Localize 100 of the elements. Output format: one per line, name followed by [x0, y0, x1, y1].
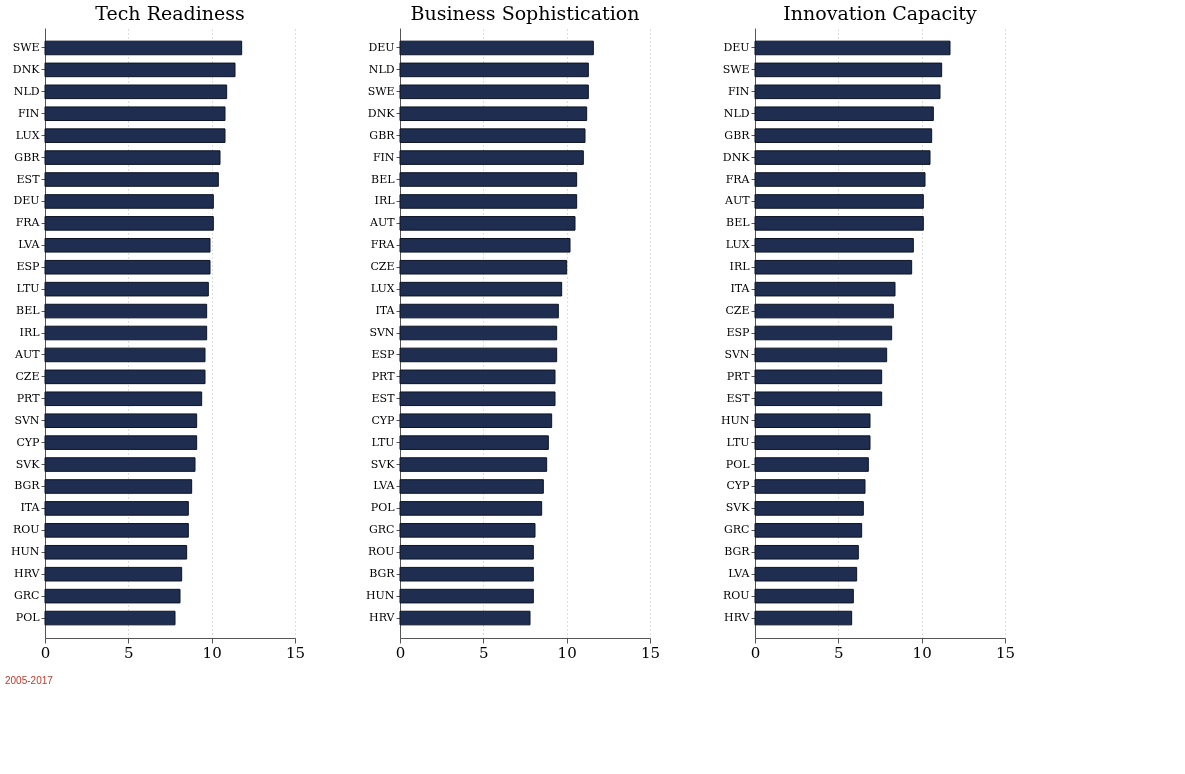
bar [754, 369, 883, 385]
bar [399, 501, 543, 516]
y-tick-label: EST [16, 172, 41, 186]
bar [754, 391, 883, 407]
bar [754, 128, 933, 143]
bar [399, 62, 589, 78]
y-tick-label: AUT [13, 347, 41, 361]
y-tick-label: CZE [370, 260, 395, 274]
y-tick-label: LVA [18, 238, 41, 252]
y-tick-label: LTU [726, 435, 750, 449]
y-tick-label: DEU [368, 40, 395, 54]
y-tick-label: ESP [16, 260, 41, 274]
bar [399, 610, 531, 626]
y-tick-label: FRA [15, 216, 41, 230]
bar [754, 325, 893, 341]
x-tick-label: 0 [750, 643, 761, 662]
y-tick-label: HUN [11, 545, 40, 559]
bar [754, 281, 896, 297]
bar [44, 84, 228, 100]
bar [754, 216, 924, 231]
bar [399, 523, 536, 538]
y-tick-label: ITA [730, 282, 751, 296]
x-tick-label: 0 [395, 643, 406, 662]
bar [44, 544, 188, 560]
y-tick-label: FIN [17, 106, 40, 120]
bar [399, 413, 553, 428]
bar [399, 194, 578, 209]
bar [44, 281, 209, 297]
x-tick-label: 10 [202, 643, 222, 662]
y-tick-label: HRV [724, 611, 751, 625]
bar [399, 128, 586, 143]
bar [44, 347, 206, 363]
y-tick-label: BGR [14, 479, 41, 493]
bar [754, 413, 871, 428]
bar [754, 106, 934, 122]
chart-title: Innovation Capacity [783, 2, 977, 24]
x-tick-label: 15 [995, 643, 1016, 662]
x-tick-label: 5 [124, 643, 134, 662]
x-tick-label: 5 [834, 643, 844, 662]
y-tick-label: LVA [728, 567, 751, 581]
chart-title: Business Sophistication [410, 2, 640, 24]
bar [44, 194, 214, 209]
y-tick-label: SWE [367, 84, 395, 98]
bar [44, 150, 221, 165]
y-tick-label: HRV [14, 567, 41, 581]
y-tick-label: HUN [366, 589, 395, 603]
bar [399, 369, 556, 385]
y-tick-label: SVK [370, 457, 396, 471]
y-tick-label: ITA [20, 501, 41, 515]
bar [399, 435, 549, 450]
bar [44, 610, 176, 626]
y-tick-label: DEU [723, 40, 750, 54]
y-tick-label: SVN [14, 413, 40, 427]
y-tick-label: NLD [723, 106, 750, 120]
y-tick-label: SVK [15, 457, 41, 471]
bar [399, 544, 534, 560]
y-tick-label: SWE [12, 40, 40, 54]
y-tick-label: GRC [724, 523, 750, 537]
y-tick-label: IRL [374, 194, 396, 208]
y-tick-label: LTU [371, 435, 395, 449]
bar [399, 391, 556, 407]
bar [754, 194, 924, 209]
bar [754, 347, 888, 363]
y-tick-label: CYP [16, 435, 41, 449]
y-tick-label: LTU [16, 282, 40, 296]
y-tick-label: IRL [729, 260, 751, 274]
bar [399, 457, 548, 472]
y-tick-label: AUT [723, 194, 751, 208]
y-tick-label: POL [370, 501, 396, 515]
bar [399, 172, 578, 187]
y-tick-label: IRL [19, 326, 41, 339]
y-tick-label: BEL [16, 304, 41, 318]
bar [44, 435, 198, 450]
y-tick-label: CZE [15, 369, 40, 383]
x-tick-label: 15 [640, 643, 661, 662]
y-tick-label: LUX [15, 128, 40, 142]
y-tick-label: EST [726, 391, 751, 405]
bar [754, 303, 894, 319]
bar [754, 501, 864, 516]
y-tick-label: BEL [371, 172, 396, 186]
y-tick-label: PRT [371, 369, 396, 383]
y-tick-label: DNK [722, 150, 751, 164]
y-tick-label: ROU [722, 589, 750, 603]
y-tick-label: SWE [722, 62, 750, 76]
bar [399, 84, 589, 100]
y-tick-label: PRT [726, 369, 751, 383]
y-tick-label: BEL [726, 216, 751, 230]
y-tick-label: FRA [725, 172, 751, 186]
bar [44, 106, 226, 122]
bar [399, 216, 576, 231]
bar [399, 479, 544, 494]
bar [44, 413, 198, 428]
y-tick-label: BGR [724, 545, 751, 559]
bar [754, 238, 914, 253]
bar [754, 566, 858, 582]
x-tick-label: 15 [285, 643, 306, 662]
y-tick-label: DNK [12, 62, 41, 76]
y-tick-label: ROU [367, 545, 395, 559]
y-tick-label: GBR [724, 128, 751, 142]
x-tick-label: 10 [912, 643, 932, 662]
